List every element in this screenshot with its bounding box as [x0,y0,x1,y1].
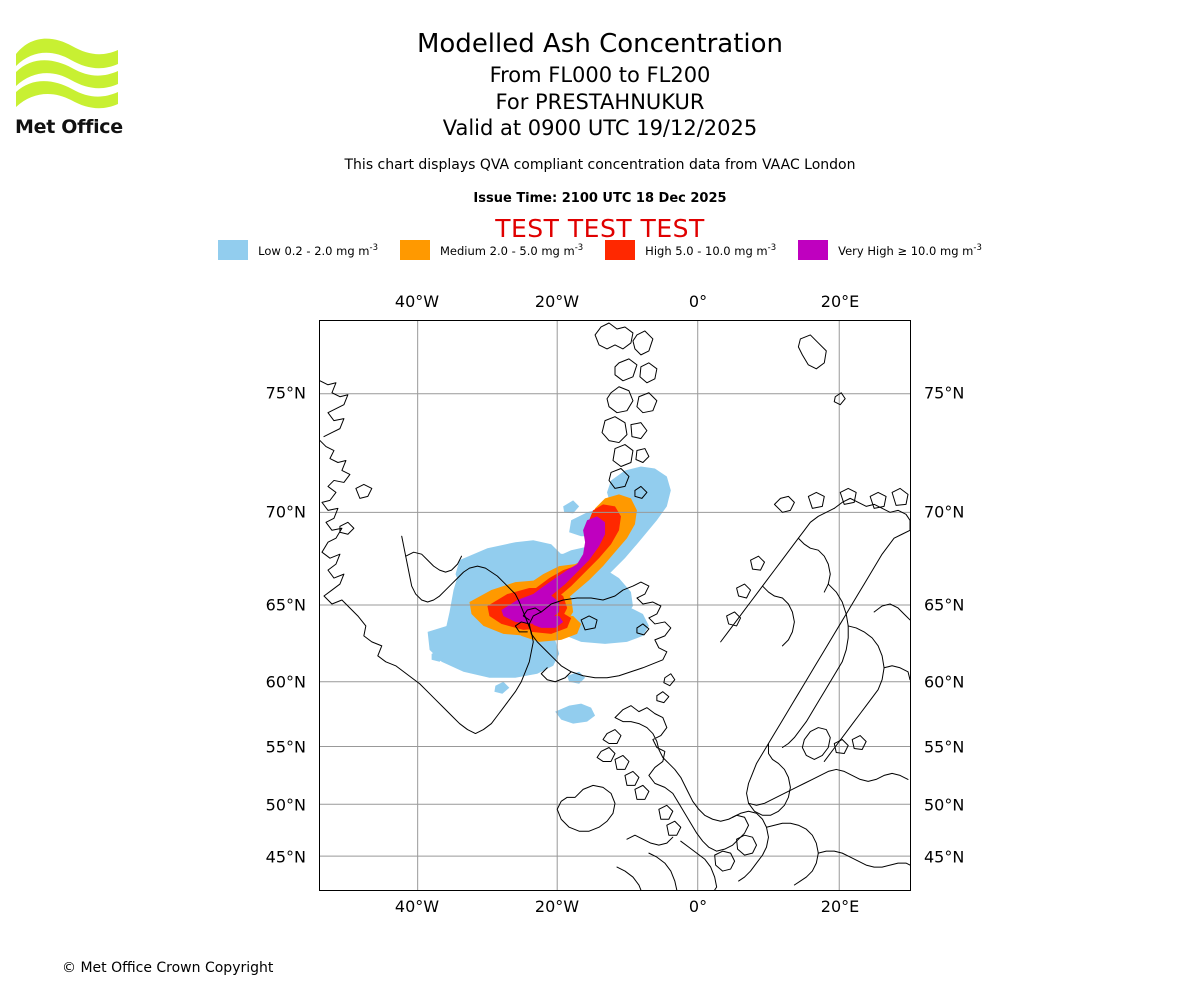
legend-units-exponent-medium: -3 [574,242,584,253]
lon-tick-bottom-2: 0° [688,897,708,916]
legend-label-high: High 5.0 - 10.0 mg m-3 [645,242,777,258]
concentration-legend: Low 0.2 - 2.0 mg m-3 Medium 2.0 - 5.0 mg … [0,240,1200,260]
legend-swatch-very-high [798,240,829,260]
lon-tick-bottom-1: 20°W [534,897,580,916]
lon-tick-bottom-0: 40°W [394,897,440,916]
lat-tick-right-1: 70°N [924,502,965,522]
lon-tick-top-0: 40°W [394,292,440,311]
lat-tick-left-4: 55°N [265,737,306,757]
legend-units-exponent-low: -3 [369,242,378,253]
legend-swatch-medium [399,240,430,260]
lat-tick-right-4: 55°N [924,737,965,757]
legend-label-very-high: Very High ≥ 10.0 mg m-3 [838,242,982,258]
lon-tick-top-2: 0° [688,292,708,311]
flight-levels-label: From FL000 to FL200 [489,63,711,87]
lat-tick-right-2: 65°N [924,595,965,615]
page-title: Modelled Ash Concentration [416,29,784,59]
coastlines [320,322,910,890]
legend-entry-low: Low 0.2 - 2.0 mg m-3 [218,240,378,260]
lon-tick-top-1: 20°W [534,292,580,311]
legend-units-exponent-very-high: -3 [973,242,982,253]
lat-tick-right-3: 60°N [924,672,965,692]
qva-note: This chart displays QVA compliant concen… [344,157,856,173]
met-office-logo: Met Office [14,28,124,138]
logo-wordmark: Met Office [15,116,123,138]
lat-tick-left-2: 65°N [265,595,306,615]
met-office-wave-mark [16,38,118,109]
lat-tick-left-1: 70°N [265,502,306,522]
test-banner: TEST TEST TEST [495,214,705,243]
legend-entry-very-high: Very High ≥ 10.0 mg m-3 [798,240,982,260]
legend-entry-medium: Medium 2.0 - 5.0 mg m-3 [399,240,584,260]
ash-concentration-map [320,321,910,890]
lon-tick-bottom-3: 20°E [820,897,860,916]
legend-label-low: Low 0.2 - 2.0 mg m-3 [258,242,378,258]
lat-tick-right-5: 50°N [924,795,965,815]
lat-tick-right-0: 75°N [924,383,965,403]
site-label: For PRESTAHNUKUR [495,90,705,114]
copyright-notice: © Met Office Crown Copyright [62,960,274,976]
legend-label-medium: Medium 2.0 - 5.0 mg m-3 [439,242,584,258]
valid-time-label: Valid at 0900 UTC 19/12/2025 [442,116,758,140]
legend-entry-high: High 5.0 - 10.0 mg m-3 [605,240,776,260]
ash-plume-contours [427,466,671,724]
lat-tick-left-5: 50°N [265,795,306,815]
legend-swatch-low [218,240,249,260]
lat-tick-left-0: 75°N [265,383,306,403]
lat-tick-left-3: 60°N [265,672,306,692]
lat-tick-right-6: 45°N [924,847,965,867]
map-panel[interactable] [319,320,911,891]
legend-units-exponent-high: -3 [767,242,777,253]
lon-tick-top-3: 20°E [820,292,860,311]
lat-tick-left-6: 45°N [265,847,306,867]
legend-swatch-high [605,240,636,260]
issue-time-label: Issue Time: 2100 UTC 18 Dec 2025 [473,191,727,206]
